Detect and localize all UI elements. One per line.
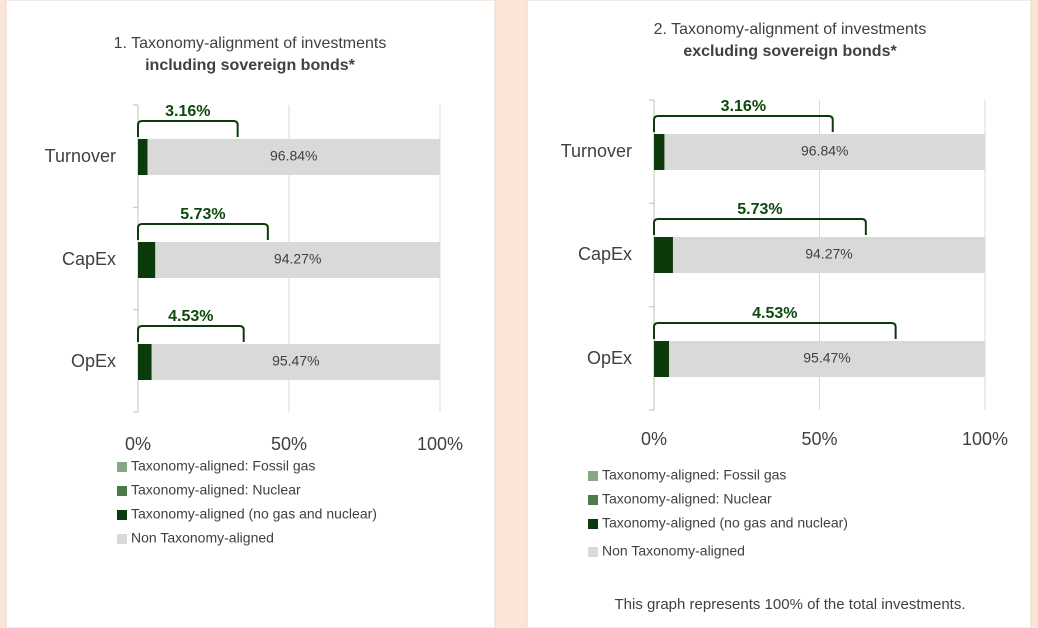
- legend-swatch: [588, 519, 598, 529]
- x-tick-label: 50%: [271, 434, 307, 454]
- bracket: [137, 223, 269, 240]
- bracket: [137, 120, 239, 137]
- legend-label: Taxonomy-aligned: Fossil gas: [602, 467, 786, 483]
- value-label: 94.27%: [805, 246, 852, 262]
- legend-swatch: [588, 471, 598, 481]
- value-label: 4.53%: [752, 305, 797, 322]
- value-label: 3.16%: [721, 98, 766, 115]
- legend-swatch: [588, 547, 598, 557]
- legend-swatch: [588, 495, 598, 505]
- chart-subtitle: including sovereign bonds*: [145, 57, 356, 74]
- y-tick-label: Turnover: [45, 146, 116, 166]
- bar-segment: [654, 237, 673, 273]
- note: This graph represents 100% of the total …: [614, 596, 965, 613]
- value-label: 96.84%: [270, 148, 317, 164]
- bar-segment: [138, 242, 156, 278]
- bar-segment: [155, 242, 440, 278]
- bar-segment: [138, 139, 148, 175]
- bracket: [137, 325, 245, 342]
- legend-label: Taxonomy-aligned: Nuclear: [602, 491, 772, 507]
- legend-label: Taxonomy-aligned (no gas and nuclear): [602, 515, 848, 531]
- bar-segment: [654, 341, 669, 377]
- bar-segment: [668, 341, 985, 377]
- x-tick-label: 0%: [641, 429, 667, 449]
- panel: [5, 0, 496, 628]
- bar-segment: [654, 134, 665, 170]
- chart-title: 1. Taxonomy-alignment of investments: [114, 35, 387, 52]
- y-tick-label: CapEx: [578, 244, 632, 264]
- y-tick-label: OpEx: [71, 351, 116, 371]
- value-label: 5.73%: [737, 201, 782, 218]
- bracket: [653, 218, 867, 235]
- bar-segment: [138, 344, 152, 380]
- y-tick-label: Turnover: [561, 141, 632, 161]
- bar-segment: [664, 134, 985, 170]
- value-label: 96.84%: [801, 143, 848, 159]
- value-label: 4.53%: [168, 308, 213, 325]
- legend-swatch: [117, 462, 127, 472]
- legend-label: Taxonomy-aligned: Fossil gas: [131, 458, 315, 474]
- chart-title: 2. Taxonomy-alignment of investments: [654, 21, 927, 38]
- y-tick-label: CapEx: [62, 249, 116, 269]
- legend-label: Non Taxonomy-aligned: [602, 543, 745, 559]
- value-label: 3.16%: [165, 103, 210, 120]
- bar-segment: [151, 344, 440, 380]
- legend-swatch: [117, 486, 127, 496]
- legend-label: Taxonomy-aligned (no gas and nuclear): [131, 506, 377, 522]
- panel: [526, 0, 1032, 628]
- legend-label: Non Taxonomy-aligned: [131, 530, 274, 546]
- bracket: [653, 115, 834, 132]
- x-tick-label: 0%: [125, 434, 151, 454]
- x-tick-label: 100%: [962, 429, 1008, 449]
- x-tick-label: 50%: [801, 429, 837, 449]
- bracket: [653, 322, 897, 339]
- value-label: 94.27%: [274, 251, 321, 267]
- legend-label: Taxonomy-aligned: Nuclear: [131, 482, 301, 498]
- legend-swatch: [117, 534, 127, 544]
- value-label: 95.47%: [272, 353, 319, 369]
- value-label: 95.47%: [803, 350, 850, 366]
- y-tick-label: OpEx: [587, 348, 632, 368]
- bar-segment: [672, 237, 985, 273]
- legend-swatch: [117, 510, 127, 520]
- x-tick-label: 100%: [417, 434, 463, 454]
- value-label: 5.73%: [180, 206, 225, 223]
- bar-segment: [147, 139, 440, 175]
- chart-subtitle: excluding sovereign bonds*: [683, 43, 897, 60]
